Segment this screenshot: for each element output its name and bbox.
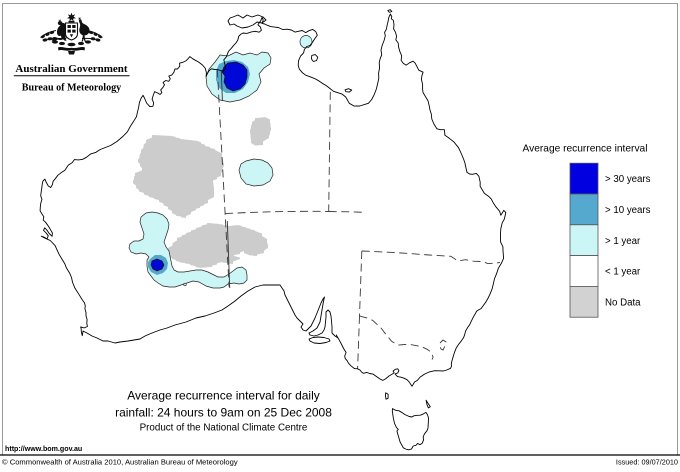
svg-text:No Data: No Data bbox=[605, 297, 641, 308]
svg-text:http://www.bom.gov.au: http://www.bom.gov.au bbox=[5, 445, 82, 453]
svg-text:Average recurrence interval: Average recurrence interval bbox=[523, 144, 648, 155]
svg-text:> 30 years: > 30 years bbox=[605, 174, 651, 185]
svg-text:> 1 year: > 1 year bbox=[605, 236, 641, 247]
svg-text:Issued: 09/07/2010: Issued: 09/07/2010 bbox=[616, 458, 678, 467]
svg-text:Average recurrence interval fo: Average recurrence interval for daily bbox=[127, 389, 320, 403]
svg-text:< 1 year: < 1 year bbox=[605, 267, 641, 278]
svg-text:rainfall: 24 hours to 9am on 2: rainfall: 24 hours to 9am on 25 Dec 2008 bbox=[115, 406, 332, 420]
svg-text:© Commonwealth of Australia 20: © Commonwealth of Australia 2010, Austra… bbox=[2, 458, 238, 467]
svg-text:> 10 years: > 10 years bbox=[605, 205, 651, 216]
svg-text:Australian Government: Australian Government bbox=[15, 63, 127, 75]
svg-text:Bureau of Meteorology: Bureau of Meteorology bbox=[22, 83, 121, 94]
svg-text:Product of the National Climat: Product of the National Climate Centre bbox=[140, 423, 308, 434]
